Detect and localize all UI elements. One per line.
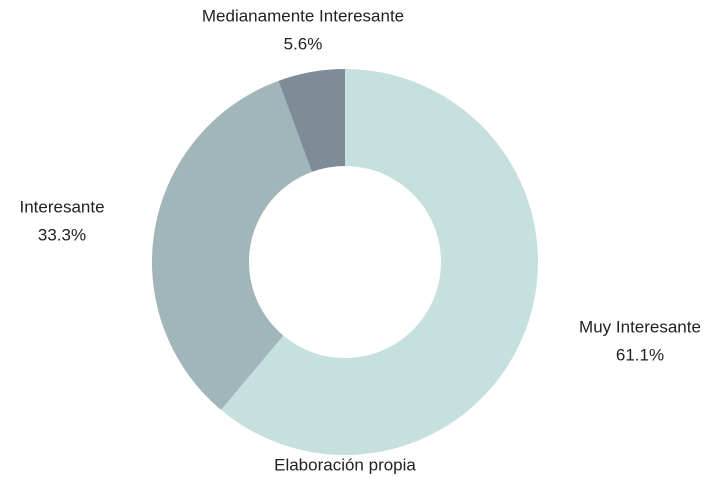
segment-label: Medianamente Interesante (202, 6, 404, 25)
donut-segment (152, 80, 312, 410)
segment-label: Interesante (19, 197, 104, 216)
donut-segment (221, 69, 539, 455)
segment-value-label: 33.3% (38, 225, 86, 244)
segment-value-label: 61.1% (616, 345, 664, 364)
segment-label: Muy Interesante (579, 317, 701, 336)
segment-value-label: 5.6% (284, 34, 323, 53)
donut-segment (278, 69, 345, 172)
caption: Elaboración propia (274, 455, 416, 474)
